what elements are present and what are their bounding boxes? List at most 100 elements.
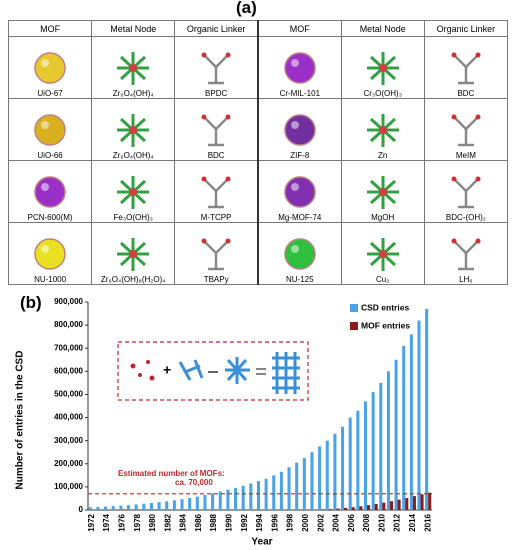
cell-label: Zr₆O₄(OH)₄ xyxy=(112,89,154,98)
bar xyxy=(344,507,348,510)
bar xyxy=(142,503,146,510)
cell-label: M-TCPP xyxy=(200,213,232,222)
atom xyxy=(475,52,481,58)
bond xyxy=(453,178,467,192)
table-cell: UiO-67 xyxy=(7,36,93,99)
molecule-image xyxy=(366,176,399,209)
x-tick-label: 2002 xyxy=(316,513,325,531)
y-tick-label: 400,000 xyxy=(54,413,83,422)
bar xyxy=(279,471,283,510)
x-tick-label: 1976 xyxy=(118,513,127,531)
atom xyxy=(378,250,387,258)
bar xyxy=(336,508,340,510)
cell-label: Zr₆O₄(OH)₄ xyxy=(112,151,154,160)
bar xyxy=(420,494,424,510)
molecule-image xyxy=(34,176,66,208)
legend-swatch xyxy=(350,304,358,312)
cell-label: MgOH xyxy=(371,213,395,222)
table-cell: BDC-(OH)₂ xyxy=(423,160,509,223)
cell-label: BPDC xyxy=(205,89,228,98)
x-tick-label: 2006 xyxy=(347,513,356,531)
table-cell: TBAPy xyxy=(174,222,259,285)
x-tick-label: 2014 xyxy=(408,513,417,531)
bar xyxy=(249,483,253,510)
cell-label: Fe₃O(OH)₃ xyxy=(113,213,153,222)
table-cell: UiO-66 xyxy=(7,98,93,161)
molecule-image xyxy=(451,238,481,271)
x-tick-label: 1978 xyxy=(133,513,142,531)
table-cell: Zr₆O₄(OH)₄ xyxy=(91,98,176,161)
y-tick-label: 600,000 xyxy=(54,366,83,375)
bar xyxy=(111,506,115,510)
x-tick-label: 2012 xyxy=(393,513,402,531)
atom xyxy=(225,238,231,244)
bar xyxy=(417,320,421,510)
atom xyxy=(129,126,138,134)
table-cell: M-TCPP xyxy=(174,160,259,223)
bond xyxy=(465,240,479,254)
bar xyxy=(302,458,306,510)
svg-text:+: + xyxy=(163,362,171,378)
bond xyxy=(465,178,479,192)
bar xyxy=(195,496,199,510)
atom xyxy=(451,52,457,58)
atom xyxy=(378,64,387,72)
bar xyxy=(295,462,299,510)
bond xyxy=(215,116,230,130)
cell-label: BDC xyxy=(207,151,225,160)
x-tick-label: 2016 xyxy=(423,513,432,531)
table-row: UiO-67 Zr₆O₄(OH)₄ BPDC Cr-MIL-101 Cr₃O(OH)₃ B… xyxy=(7,36,509,99)
y-tick-label: 900,000 xyxy=(54,297,83,306)
annotation-text: ca. 70,000 xyxy=(175,478,213,487)
y-tick-label: 100,000 xyxy=(54,482,83,491)
x-tick-label: 1996 xyxy=(270,513,279,531)
cell-label: MeIM xyxy=(455,151,476,160)
table-row: NU-1000 Zr₆O₄(OH)₈(H₂O)₄ TBAPy NU-125 Cu₂ LH₆ xyxy=(7,222,509,285)
header-cell: Metal Node xyxy=(340,20,425,37)
legend-label: MOF entries xyxy=(361,320,410,330)
legend-label: CSD entries xyxy=(361,302,409,312)
table-cell: Zn xyxy=(340,98,425,161)
bond xyxy=(203,116,218,130)
table-cell: MgOH xyxy=(340,160,425,223)
pore-highlight xyxy=(41,121,50,129)
cell-label: Cr₃O(OH)₃ xyxy=(363,89,402,98)
molecule-image xyxy=(366,52,399,85)
x-tick-label: 1986 xyxy=(194,513,203,531)
atom xyxy=(451,238,457,244)
panel-label: (b) xyxy=(20,293,42,312)
molecule-image xyxy=(34,52,66,84)
molecule-image xyxy=(117,238,150,271)
molecule-image xyxy=(451,52,481,85)
table-cell: BDC xyxy=(423,36,509,99)
header-cell: Metal Node xyxy=(91,20,176,37)
atom xyxy=(378,188,387,196)
bar xyxy=(234,488,238,510)
pore-sphere xyxy=(284,176,316,208)
y-tick-label: 200,000 xyxy=(54,459,83,468)
x-axis-label: Year xyxy=(251,537,272,548)
bond xyxy=(465,116,479,130)
x-tick-label: 2010 xyxy=(377,513,386,531)
bar xyxy=(241,485,245,510)
cell-label: Zr₆O₄(OH)₈(H₂O)₄ xyxy=(100,275,166,284)
bond xyxy=(203,240,218,254)
table-cell: Cr₃O(OH)₃ xyxy=(340,36,425,99)
bond xyxy=(203,54,218,68)
x-tick-label: 2004 xyxy=(332,513,341,531)
table-row: UiO-66 Zr₆O₄(OH)₄ BDC ZIF-8 Zn MeIM xyxy=(7,98,509,161)
molecule-image xyxy=(117,176,150,209)
pore-highlight xyxy=(41,59,50,67)
x-tick-label: 1982 xyxy=(163,513,172,531)
bar xyxy=(409,334,413,510)
header-cell: MOF xyxy=(256,20,342,37)
pore-highlight xyxy=(290,245,299,253)
molecule-image xyxy=(451,114,481,147)
bar xyxy=(287,467,291,510)
x-tick-label: 2008 xyxy=(362,513,371,531)
atom xyxy=(451,114,457,120)
legend-swatch xyxy=(350,322,358,330)
bar xyxy=(389,501,394,510)
y-tick-label: 800,000 xyxy=(54,320,83,329)
